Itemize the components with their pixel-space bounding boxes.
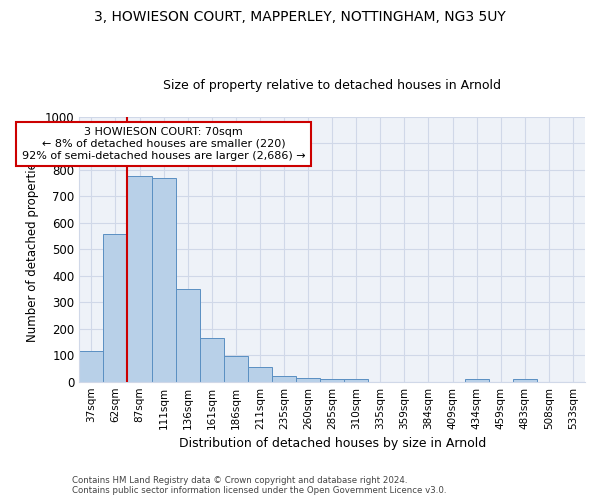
Bar <box>272 376 296 382</box>
Bar <box>176 290 200 382</box>
Text: 3, HOWIESON COURT, MAPPERLEY, NOTTINGHAM, NG3 5UY: 3, HOWIESON COURT, MAPPERLEY, NOTTINGHAM… <box>94 10 506 24</box>
Bar <box>248 367 272 382</box>
Bar <box>127 176 152 382</box>
Text: Contains HM Land Registry data © Crown copyright and database right 2024.
Contai: Contains HM Land Registry data © Crown c… <box>72 476 446 495</box>
Y-axis label: Number of detached properties: Number of detached properties <box>26 156 39 342</box>
Bar <box>464 379 488 382</box>
Bar <box>296 378 320 382</box>
Bar <box>200 338 224 382</box>
Bar <box>320 379 344 382</box>
Bar <box>79 351 103 382</box>
Bar <box>103 234 127 382</box>
X-axis label: Distribution of detached houses by size in Arnold: Distribution of detached houses by size … <box>179 437 486 450</box>
Text: 3 HOWIESON COURT: 70sqm
← 8% of detached houses are smaller (220)
92% of semi-de: 3 HOWIESON COURT: 70sqm ← 8% of detached… <box>22 128 305 160</box>
Title: Size of property relative to detached houses in Arnold: Size of property relative to detached ho… <box>163 79 501 92</box>
Bar <box>344 379 368 382</box>
Bar <box>513 379 537 382</box>
Bar <box>152 178 176 382</box>
Bar <box>224 356 248 382</box>
